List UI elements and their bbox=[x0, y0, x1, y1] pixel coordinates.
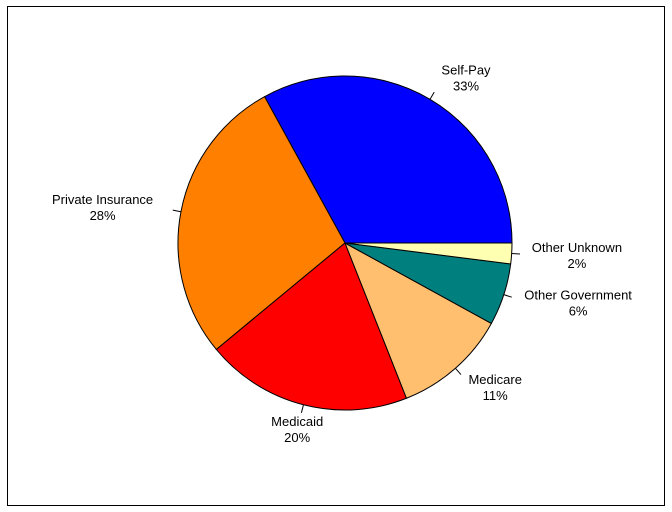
slice-label-name: Private Insurance bbox=[52, 192, 153, 207]
slice-label-percent: 6% bbox=[569, 303, 588, 318]
label-tick-self-pay bbox=[429, 91, 435, 100]
label-tick-private-insurance bbox=[172, 209, 182, 213]
label-tick-other-unknown bbox=[511, 252, 521, 255]
label-tick-other-government bbox=[503, 294, 512, 298]
slice-label-name: Medicare bbox=[468, 372, 521, 387]
slice-label-percent: 33% bbox=[453, 79, 479, 94]
slice-label-name: Other Government bbox=[524, 287, 632, 302]
slice-label-private-insurance: Private Insurance 28% bbox=[52, 192, 153, 223]
slice-label-other-unknown: Other Unknown 2% bbox=[532, 240, 622, 271]
slice-label-name: Self-Pay bbox=[441, 63, 491, 78]
slice-label-medicare: Medicare 11% bbox=[468, 372, 521, 403]
slice-label-name: Other Unknown bbox=[532, 240, 622, 255]
pie-slices bbox=[177, 75, 513, 411]
slice-label-medicaid: Medicaid 20% bbox=[271, 414, 323, 445]
slice-label-self-pay: Self-Pay 33% bbox=[441, 63, 491, 94]
slice-label-percent: 20% bbox=[284, 430, 310, 445]
pie-slice-medicare bbox=[344, 242, 492, 399]
slice-label-other-government: Other Government 6% bbox=[524, 287, 632, 318]
slice-label-percent: 2% bbox=[568, 256, 587, 271]
pie-slice-self-pay bbox=[264, 75, 513, 244]
slice-label-percent: 11% bbox=[483, 388, 508, 403]
label-tick-medicare bbox=[455, 367, 462, 375]
label-tick-medicaid bbox=[300, 404, 304, 413]
pie-label-ticks bbox=[172, 91, 521, 413]
slice-label-name: Medicaid bbox=[271, 414, 323, 429]
pie-slice-other-unknown bbox=[344, 242, 513, 265]
slice-label-percent: 28% bbox=[90, 208, 116, 223]
pie-labels: Self-Pay 33%Private Insurance 28%Medicaid 2… bbox=[52, 63, 632, 445]
